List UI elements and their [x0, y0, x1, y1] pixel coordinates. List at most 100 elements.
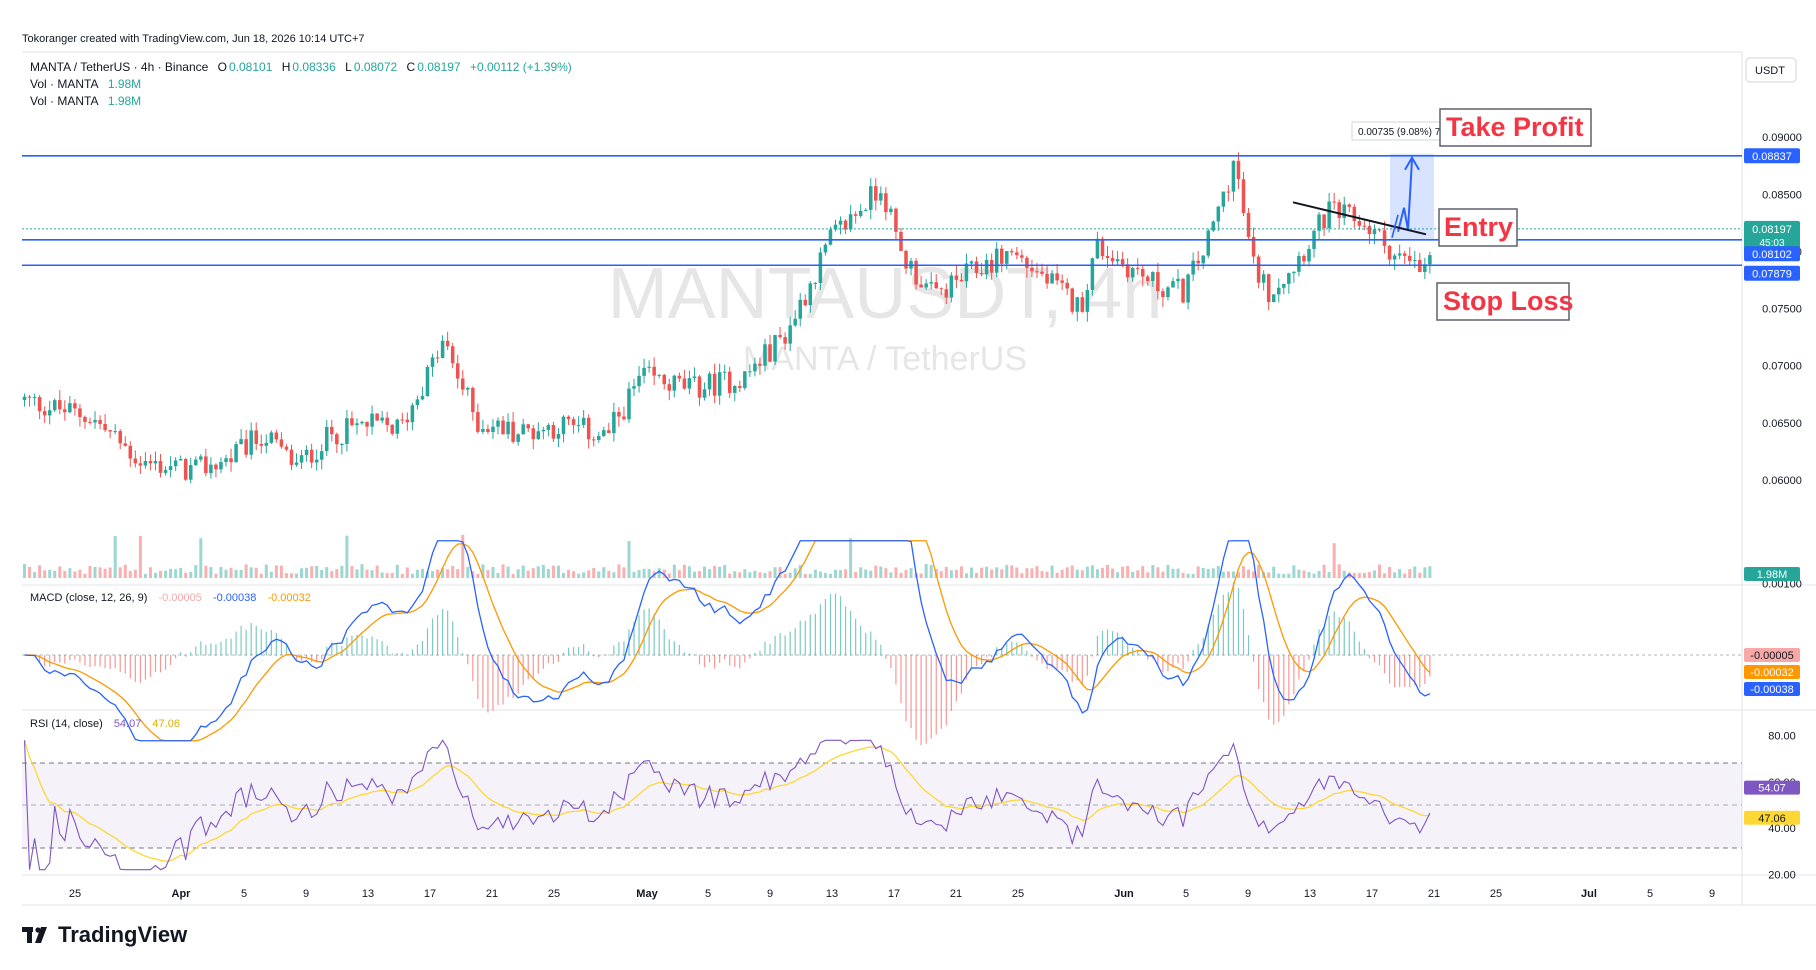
volume-legend-label: Vol · MANTA: [30, 77, 99, 91]
macd-histogram-bar: [154, 655, 157, 673]
volume-bar: [949, 570, 953, 578]
volume-bar: [73, 571, 77, 578]
candle-body: [516, 434, 520, 442]
candle-body: [1332, 201, 1336, 203]
macd-histogram-bar: [1293, 655, 1295, 695]
macd-histogram-bar: [1172, 655, 1174, 668]
macd-histogram-bar: [472, 655, 474, 682]
candle-body: [1085, 289, 1090, 312]
candle-body: [1357, 221, 1362, 226]
candle-body: [1201, 255, 1205, 264]
candle-body: [52, 400, 57, 411]
volume-bar: [164, 570, 168, 578]
macd-histogram-bar: [1368, 655, 1371, 659]
candle-body: [738, 386, 742, 388]
volume-bar: [1040, 571, 1044, 578]
macd-histogram-bar: [960, 655, 963, 694]
volume-bar: [1121, 566, 1125, 578]
candle-body: [531, 428, 536, 440]
macd-histogram-bar: [245, 629, 247, 656]
macd-histogram-bar: [1409, 655, 1411, 687]
volume-bar: [1020, 573, 1024, 578]
rsi-legend[interactable]: RSI (14, close) 54.07 47.06: [30, 718, 182, 730]
volume-bar: [1302, 570, 1306, 578]
volume-bar: [451, 565, 455, 578]
candle-body: [345, 418, 349, 445]
candle-body: [712, 373, 717, 396]
macd-histogram-bar: [623, 641, 625, 656]
macd-histogram-bar: [74, 655, 76, 660]
candle-body: [1277, 287, 1281, 295]
volume-bar: [1267, 572, 1271, 578]
take-profit-annotation[interactable]: Take Profit: [1439, 108, 1592, 147]
candle-body: [249, 430, 253, 455]
macd-histogram-bar: [447, 610, 449, 656]
macd-histogram-bar: [457, 637, 459, 656]
volume-bar: [1332, 543, 1336, 578]
trendline[interactable]: [1292, 201, 1427, 236]
volume-bar: [1347, 572, 1351, 578]
stop-loss-annotation[interactable]: Stop Loss: [1436, 282, 1574, 321]
candle-body: [874, 186, 878, 201]
price-axis[interactable]: 0.090000.085000.080000.075000.070000.065…: [1762, 132, 1802, 487]
macd-histogram-bar: [1258, 655, 1260, 690]
volume-bar: [773, 567, 777, 578]
price-tick-label: 0.07000: [1762, 361, 1802, 373]
macd-histogram-bar: [346, 637, 348, 656]
volume-bar: [1337, 564, 1341, 578]
time-axis[interactable]: 25 Apr 5 9 13 17 21 25 May 5 9 13 17 21 25 Jun 5 9 13 17 21 2…: [69, 888, 1715, 900]
macd-histogram-bar: [1142, 654, 1144, 656]
currency-button[interactable]: USDT: [1745, 57, 1797, 83]
macd-legend[interactable]: MACD (close, 12, 26, 9) -0.00005 -0.0003…: [30, 592, 313, 604]
candle-body: [662, 374, 666, 385]
volume-bar: [199, 538, 203, 578]
brand-logo[interactable]: TradingView: [22, 922, 187, 948]
volume-bar: [1161, 571, 1165, 578]
volume-bar: [461, 534, 465, 578]
macd-histogram-bar: [860, 625, 862, 656]
entry-annotation[interactable]: Entry: [1438, 208, 1518, 247]
stop-loss-text: Stop Loss: [1443, 286, 1574, 316]
candle-body: [259, 443, 264, 446]
macd-histogram-bar: [215, 644, 217, 656]
candle-body: [1130, 268, 1135, 278]
volume-legend[interactable]: Vol · MANTA 1.98M: [30, 77, 143, 91]
candle-body: [1307, 248, 1311, 262]
volume-bar: [506, 566, 510, 578]
volume-bar: [1151, 565, 1155, 578]
macd-histogram-bar: [386, 645, 388, 656]
main-legend[interactable]: MANTA / TetherUS · 4h · Binance O 0.08101…: [30, 60, 574, 74]
volume-bar: [98, 567, 102, 578]
macd-histogram-bar: [598, 655, 600, 658]
macd-histogram-bar: [1394, 655, 1396, 688]
candle-body: [833, 224, 838, 230]
volume-bar: [1181, 572, 1185, 578]
candle-body: [894, 208, 898, 232]
volume-bar: [1111, 568, 1115, 578]
macd-histogram-bar: [578, 646, 580, 656]
macd-histogram-bar: [311, 655, 313, 662]
macd-histogram-bar: [1096, 635, 1099, 656]
volume-bar: [995, 567, 999, 578]
candle-body: [405, 419, 410, 423]
macd-histogram-bar: [1011, 641, 1013, 656]
candle-body: [1025, 257, 1029, 268]
volume-bar: [954, 569, 958, 578]
volume-bar: [1095, 569, 1099, 578]
measure-arrow: [1397, 159, 1413, 233]
price-badge: [1744, 567, 1800, 581]
volume-bar: [743, 569, 747, 578]
price-badge-label: 54.07: [1758, 783, 1786, 795]
candle-body: [1297, 255, 1301, 272]
volume-bar: [143, 573, 147, 578]
volume-bar: [844, 569, 848, 578]
macd-histogram-bar: [562, 652, 565, 656]
macd-histogram-bar: [1217, 604, 1219, 656]
candle-body: [264, 442, 269, 446]
volume-legend-2[interactable]: Vol · MANTA 1.98M: [30, 94, 143, 108]
macd-histogram-bar: [1399, 655, 1401, 688]
candle-body: [551, 425, 556, 439]
candle-body: [314, 459, 319, 463]
macd-histogram-bar: [950, 655, 952, 712]
